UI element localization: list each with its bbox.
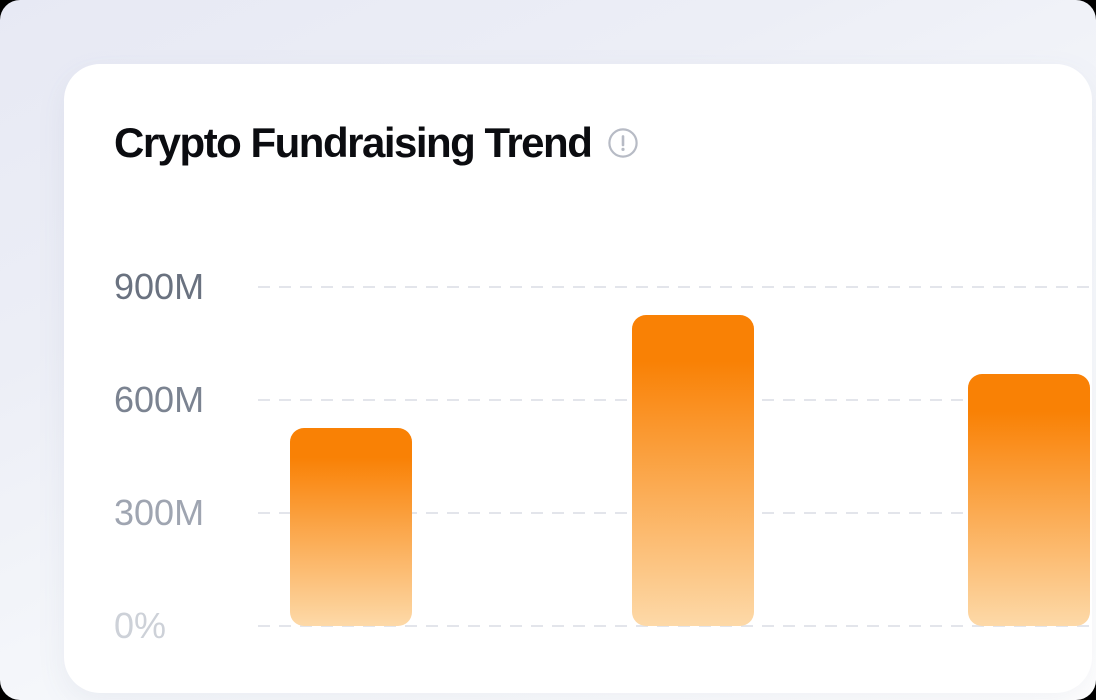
- info-icon[interactable]: [608, 128, 639, 158]
- fundraising-bar-chart: 900M 600M 300M 0%: [64, 64, 1092, 693]
- card-header: Crypto Fundraising Trend: [114, 119, 639, 166]
- card-title: Crypto Fundraising Trend: [114, 119, 593, 166]
- bar-3[interactable]: [968, 374, 1090, 626]
- gridline-900M: [258, 286, 1092, 288]
- bar-2[interactable]: [632, 315, 754, 626]
- y-axis-label: 0%: [114, 605, 167, 646]
- y-axis-label: 900M: [114, 266, 205, 307]
- y-axis-label: 600M: [114, 379, 205, 420]
- crypto-fundraising-card: Crypto Fundraising Trend 900M 600M 300M 0%: [64, 64, 1092, 693]
- y-axis-label: 300M: [114, 492, 205, 533]
- gridline-0%: [258, 625, 1092, 627]
- chart-plot-area: [258, 286, 1092, 627]
- bar-1[interactable]: [290, 428, 412, 626]
